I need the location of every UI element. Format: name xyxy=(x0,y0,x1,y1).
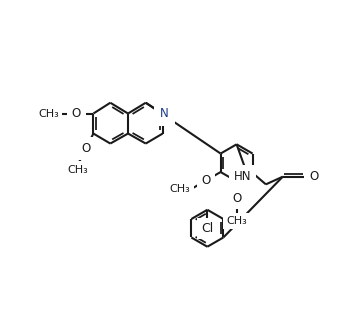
Text: Cl: Cl xyxy=(201,222,213,235)
Text: O: O xyxy=(309,170,318,183)
Text: CH₃: CH₃ xyxy=(226,216,247,226)
Text: O: O xyxy=(72,107,81,120)
Text: CH₃: CH₃ xyxy=(38,109,59,118)
Text: N: N xyxy=(160,107,169,120)
Text: CH₃: CH₃ xyxy=(68,165,88,175)
Text: O: O xyxy=(81,142,91,155)
Text: O: O xyxy=(232,192,241,205)
Text: O: O xyxy=(201,174,211,187)
Text: HN: HN xyxy=(234,170,252,183)
Text: CH₃: CH₃ xyxy=(170,184,190,194)
